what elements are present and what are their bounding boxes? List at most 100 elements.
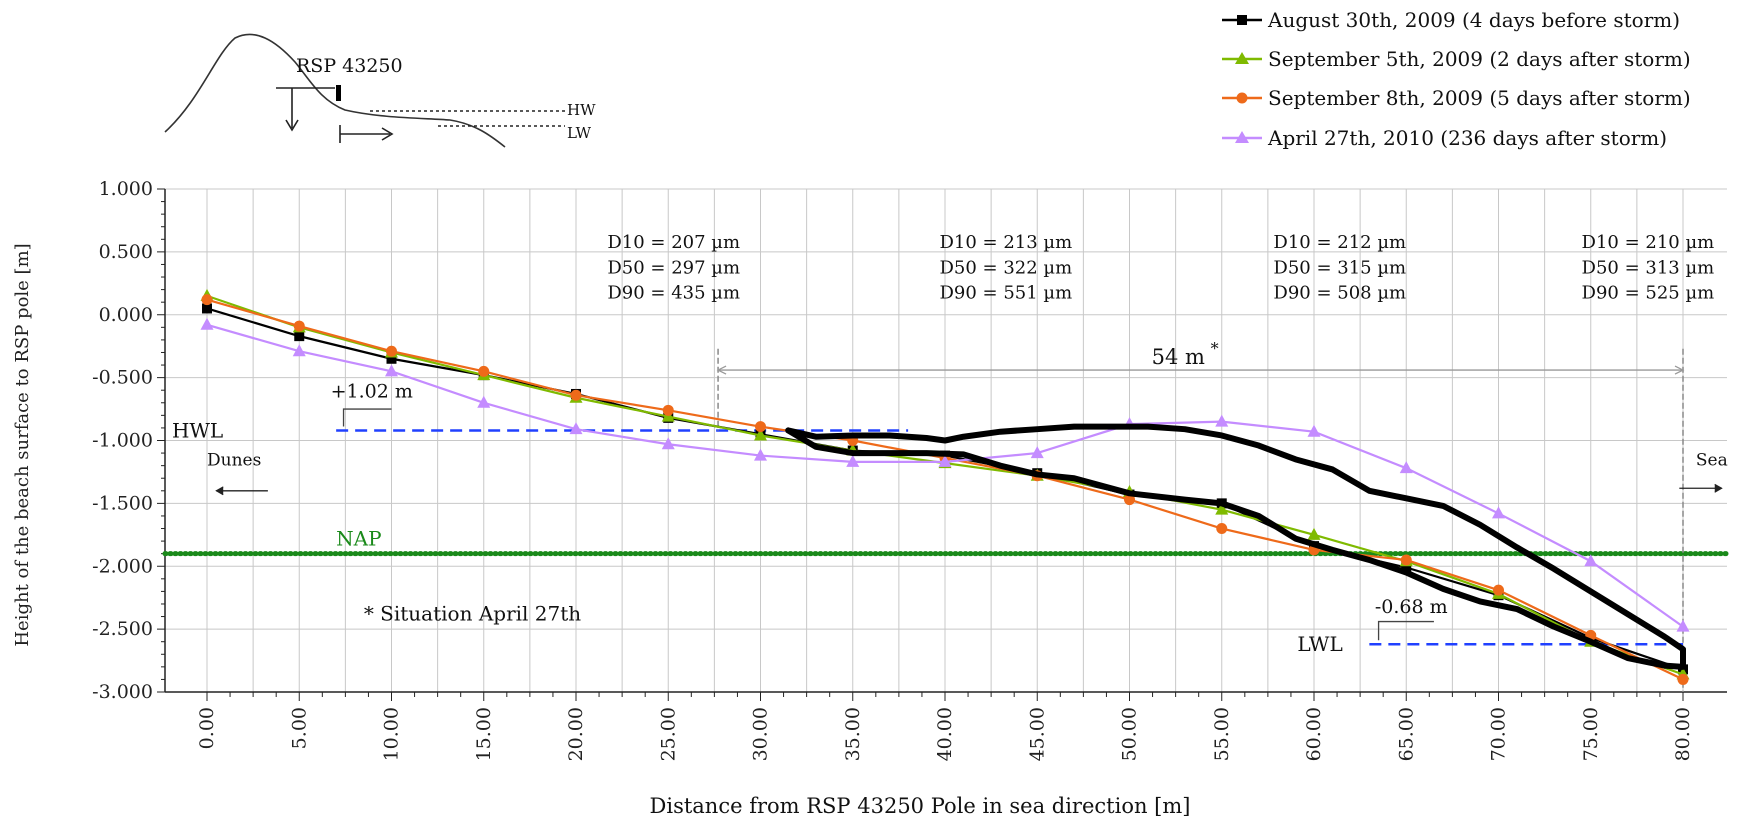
- y-tick-label: 1.000: [99, 178, 153, 200]
- lwl-offset-label: -0.68 m: [1375, 596, 1448, 618]
- y-tick-label: -1.500: [92, 492, 153, 514]
- data-point-sep8: [1124, 494, 1135, 506]
- data-point-sep8: [1400, 554, 1412, 566]
- data-point-apr27: [200, 317, 214, 330]
- axes: 1.000 0.500 0.000 -0.500 -1.000 -1.500 -2.000 -…: [92, 178, 1727, 761]
- data-point-apr27: [477, 395, 491, 408]
- legend-marker-sep8: [1236, 92, 1248, 104]
- dunes-label: Dunes: [207, 451, 261, 471]
- inset-lw-label: LW: [567, 124, 592, 142]
- data-point-aug30: [202, 303, 212, 314]
- hwl-label: HWL: [172, 418, 223, 442]
- annotations: +1.02 m -0.68 m 54 m * Dunes Sea * Situation A…: [207, 232, 1728, 692]
- legend-item-aug30: August 30th, 2009 (4 days before storm): [1222, 8, 1680, 32]
- data-point-aug30: [1401, 562, 1412, 573]
- x-tick-label: 40.00: [934, 707, 956, 761]
- x-tick-label: 80.00: [1672, 707, 1694, 761]
- data-point-sep8: [1216, 523, 1228, 535]
- x-tick-label: 45.00: [1026, 707, 1048, 761]
- data-point-sep8: [1677, 673, 1689, 685]
- grain-size-d10: D10 = 207 µm: [607, 232, 740, 253]
- grain-size-d90: D90 = 525 µm: [1582, 282, 1715, 303]
- data-point-sep8: [478, 365, 490, 377]
- reference-lines: HWL LWL NAP: [162, 418, 1730, 656]
- grain-size-d50: D50 = 313 µm: [1582, 257, 1715, 278]
- data-point-aug30: [294, 331, 305, 342]
- data-point-apr27: [1676, 619, 1690, 632]
- inset-dune-profile: [164, 33, 506, 148]
- y-tick-label: -0.500: [92, 367, 153, 389]
- data-point-sep5: [754, 428, 767, 441]
- inset-pole-label: RSP 43250: [296, 55, 403, 77]
- data-point-apr27: [846, 454, 860, 467]
- footnote: * Situation April 27th: [364, 601, 581, 625]
- x-tick-label: 5.00: [288, 707, 310, 749]
- nap-label: NAP: [336, 527, 381, 551]
- sea-label: Sea: [1696, 451, 1728, 471]
- data-point-apr27: [1584, 554, 1598, 567]
- x-tick-label: 50.00: [1119, 707, 1141, 761]
- x-tick-label: 30.00: [750, 707, 772, 761]
- inset-hw-label: HW: [567, 101, 596, 119]
- inset-sea-arrowhead: [381, 127, 394, 141]
- y-tick-label: 0.500: [99, 241, 153, 263]
- legend-item-sep8: September 8th, 2009 (5 days after storm): [1222, 86, 1691, 110]
- x-tick-label: 20.00: [565, 707, 587, 761]
- data-point-sep8: [201, 294, 213, 306]
- data-point-apr27: [292, 344, 306, 357]
- legend-label-sep5: September 5th, 2009 (2 days after storm): [1268, 47, 1691, 71]
- legend-label-sep8: September 8th, 2009 (5 days after storm): [1268, 86, 1691, 110]
- dimension-label: 54 m: [1152, 345, 1205, 369]
- x-tick-label: 55.00: [1211, 707, 1233, 761]
- y-axis-label: Height of the beach surface to RSP pole …: [12, 243, 33, 646]
- x-tick-label: 35.00: [842, 707, 864, 761]
- grain-size-d10: D10 = 213 µm: [939, 232, 1072, 253]
- legend-marker-sep5: [1235, 52, 1249, 64]
- hwl-offset-label: +1.02 m: [331, 381, 413, 403]
- data-point-sep8: [386, 345, 397, 357]
- dimension-star: *: [1211, 339, 1219, 358]
- grain-size-d50: D50 = 297 µm: [607, 257, 740, 278]
- legend-item-sep5: September 5th, 2009 (2 days after storm): [1222, 47, 1691, 71]
- x-tick-label: 0.00: [196, 707, 218, 749]
- hwl-offset-bracket: [342, 408, 392, 427]
- grain-size-d50: D50 = 315 µm: [1273, 257, 1406, 278]
- dimension-arrow-left: [716, 365, 727, 375]
- data-point-apr27: [385, 364, 398, 377]
- grain-size-d90: D90 = 551 µm: [939, 282, 1072, 303]
- x-axis-label: Distance from RSP 43250 Pole in sea dire…: [650, 794, 1191, 818]
- data-point-apr27: [1492, 506, 1505, 519]
- data-point-apr27: [661, 437, 675, 450]
- inset-diagram: RSP 43250 HW LW: [164, 33, 596, 148]
- y-tick-label: -1.000: [92, 430, 153, 452]
- x-tick-label: 10.00: [381, 707, 403, 761]
- data-point-sep5: [1307, 527, 1321, 540]
- data-point-sep8: [1493, 584, 1504, 596]
- data-point-apr27: [1307, 424, 1321, 437]
- scribble-loop: [785, 423, 1686, 670]
- x-tick-label: 25.00: [657, 707, 679, 761]
- data-point-apr27: [754, 448, 767, 461]
- grain-size-d90: D90 = 435 µm: [607, 282, 740, 303]
- data-point-apr27: [938, 454, 952, 467]
- data-point-apr27: [1030, 446, 1044, 459]
- dunes-arrowhead: [215, 486, 224, 496]
- y-tick-label: -3.000: [92, 681, 153, 703]
- data-point-sep8: [662, 404, 674, 416]
- grain-size-d10: D10 = 212 µm: [1273, 232, 1406, 253]
- inset-pole-icon: [336, 85, 341, 101]
- data-point-apr27: [1399, 461, 1413, 474]
- y-tick-label: -2.500: [92, 618, 153, 640]
- lwl-label: LWL: [1297, 632, 1342, 656]
- legend-label-aug30: August 30th, 2009 (4 days before storm): [1267, 8, 1680, 32]
- dimension-arrow-right: [1674, 365, 1685, 375]
- legend-marker-apr27: [1235, 131, 1249, 143]
- scribble-overlay: [785, 423, 1686, 670]
- x-tick-label: 75.00: [1580, 707, 1602, 761]
- data-point-apr27: [569, 422, 583, 435]
- legend-marker-aug30: [1237, 15, 1247, 25]
- grain-size-d90: D90 = 508 µm: [1273, 282, 1406, 303]
- data-point-apr27: [1215, 414, 1229, 427]
- x-tick-label: 65.00: [1395, 707, 1417, 761]
